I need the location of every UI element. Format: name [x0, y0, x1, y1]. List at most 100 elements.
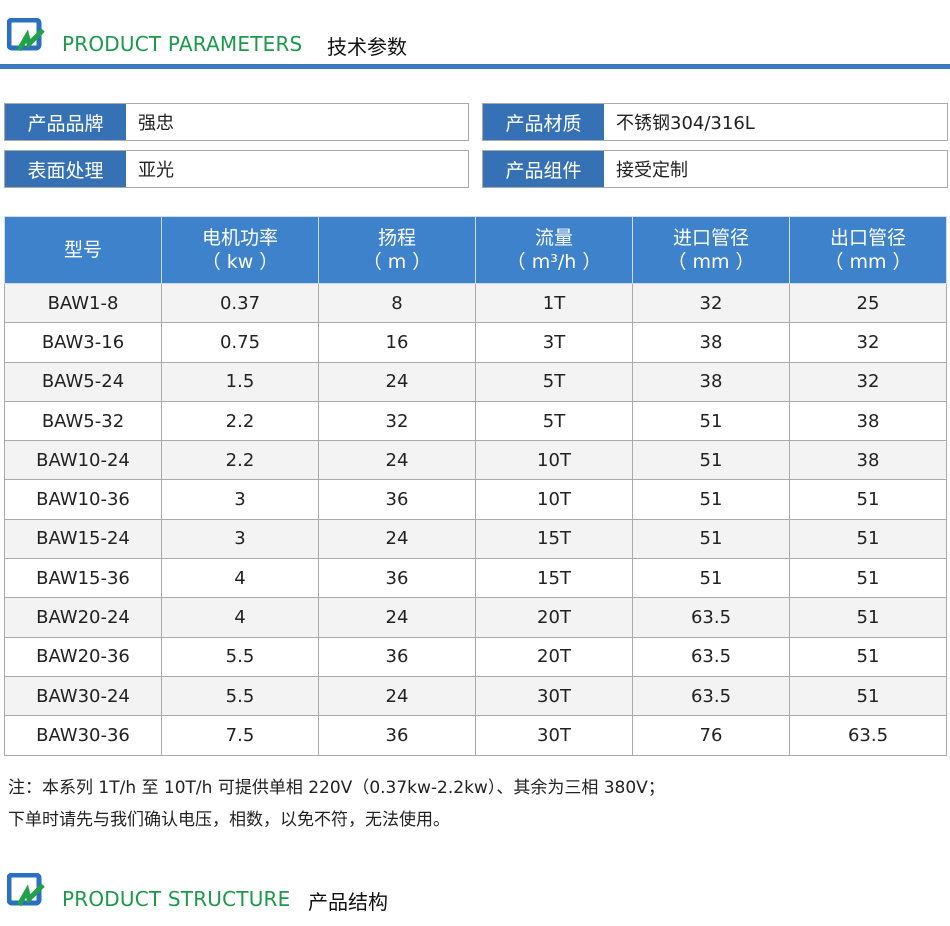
table-cell: 4 [161, 558, 319, 599]
table-row: BAW15-24 3 24 15T 51 51 [4, 518, 947, 560]
header-text: 电机功率 [201, 227, 278, 249]
info-value: 强忠 [138, 113, 174, 134]
info-label: 产品品牌 [5, 104, 126, 140]
table-cell: 36 [318, 636, 476, 677]
header-text: 进口管径 [672, 227, 749, 249]
table-cell: 7.5 [161, 715, 319, 756]
table-cell: BAW15-36 [4, 558, 162, 599]
table-cell: 20T [475, 636, 633, 677]
table-cell: 32 [318, 400, 476, 442]
table-cell: 36 [318, 558, 476, 599]
table-cell: 51 [632, 400, 790, 442]
table-cell: BAW5-24 [4, 361, 162, 402]
table-cell: BAW20-24 [4, 597, 162, 638]
table-cell: 30T [475, 675, 633, 717]
table-cell: 51 [789, 597, 947, 638]
table-cell: 51 [632, 440, 790, 481]
table-cell: 63.5 [632, 636, 790, 677]
header-text: 出口管径 [829, 227, 906, 249]
table-cell: 15T [475, 558, 633, 599]
section-title-en: PRODUCT PARAMETERS [62, 32, 303, 56]
table-cell: 51 [789, 636, 947, 677]
column-header: 扬程（ m ） [318, 216, 476, 284]
table-cell: 4 [161, 597, 319, 638]
table-cell: 51 [632, 518, 790, 560]
table-cell: 5.5 [161, 636, 319, 677]
table-cell: 63.5 [632, 597, 790, 638]
header-text: 扬程 [377, 227, 416, 249]
table-cell: 10T [475, 479, 633, 520]
table-cell: 38 [789, 440, 947, 481]
table-cell: BAW30-24 [4, 675, 162, 717]
section-header-structure: PRODUCT STRUCTURE 产品结构 [0, 865, 950, 925]
info-surface: 表面处理 亚光 [4, 150, 469, 188]
info-label: 产品材质 [483, 104, 604, 140]
table-cell: BAW30-36 [4, 715, 162, 756]
column-header: 出口管径（ mm ） [789, 216, 947, 284]
table-cell: 5T [475, 361, 633, 402]
table-row: BAW30-36 7.5 36 30T 76 63.5 [4, 715, 947, 756]
table-row: BAW5-24 1.5 24 5T 38 32 [4, 361, 947, 402]
table-cell: BAW3-16 [4, 322, 162, 363]
table-cell: 32 [789, 361, 947, 402]
section-title-cn: 产品结构 [308, 890, 388, 914]
column-header: 进口管径（ mm ） [632, 216, 790, 284]
info-brand: 产品品牌 强忠 [4, 103, 469, 141]
table-cell: BAW15-24 [4, 518, 162, 560]
table-cell: BAW5-32 [4, 400, 162, 442]
note-line-2: 下单时请先与我们确认电压，相数，以免不符，无法使用。 [8, 810, 450, 830]
column-header: 电机功率（ kw ） [161, 216, 319, 284]
table-cell: 24 [318, 597, 476, 638]
header-text: （ mm ） [824, 251, 912, 273]
info-value: 亚光 [138, 160, 174, 181]
table-cell: 0.75 [161, 322, 319, 363]
header-text: 流量 [534, 227, 573, 249]
table-cell: 76 [632, 715, 790, 756]
info-value: 不锈钢304/316L [616, 113, 755, 134]
table-cell: 32 [632, 282, 790, 324]
table-cell: 3 [161, 479, 319, 520]
table-cell: 3T [475, 322, 633, 363]
table-cell: 2.2 [161, 400, 319, 442]
header-text: （ kw ） [201, 251, 279, 273]
header-text: 型号 [63, 239, 102, 261]
table-cell: 30T [475, 715, 633, 756]
table-cell: 51 [632, 558, 790, 599]
logo-icon [7, 18, 45, 52]
info-value: 接受定制 [616, 160, 688, 181]
table-cell: 2.2 [161, 440, 319, 481]
info-material: 产品材质 不锈钢304/316L [482, 103, 948, 141]
table-cell: 24 [318, 675, 476, 717]
header-text: （ m³/h ） [506, 251, 602, 273]
table-cell: 51 [789, 518, 947, 560]
table-cell: 5T [475, 400, 633, 442]
table-cell: 38 [789, 400, 947, 442]
table-row: BAW5-32 2.2 32 5T 51 38 [4, 400, 947, 442]
table-cell: 1T [475, 282, 633, 324]
spec-table: 型号 电机功率（ kw ）扬程（ m ）流量（ m³/h ）进口管径（ mm ）出… [4, 216, 947, 756]
table-cell: 1.5 [161, 361, 319, 402]
table-row: BAW15-36 4 36 15T 51 51 [4, 558, 947, 599]
info-label: 产品组件 [483, 151, 604, 187]
note-line-1: 注：本系列 1T/h 至 10T/h 可提供单相 220V（0.37kw-2.2… [8, 778, 665, 798]
table-cell: BAW10-24 [4, 440, 162, 481]
divider [0, 64, 950, 69]
info-component: 产品组件 接受定制 [482, 150, 948, 188]
table-cell: 25 [789, 282, 947, 324]
table-cell: 36 [318, 479, 476, 520]
table-row: BAW10-24 2.2 24 10T 51 38 [4, 440, 947, 481]
table-cell: 8 [318, 282, 476, 324]
table-cell: 36 [318, 715, 476, 756]
section-title-en: PRODUCT STRUCTURE [62, 887, 291, 911]
table-row: BAW20-24 4 24 20T 63.5 51 [4, 597, 947, 638]
table-cell: 3 [161, 518, 319, 560]
info-label: 表面处理 [5, 151, 126, 187]
table-cell: 24 [318, 440, 476, 481]
table-cell: 51 [632, 479, 790, 520]
table-row: BAW20-36 5.5 36 20T 63.5 51 [4, 636, 947, 677]
table-cell: 51 [789, 675, 947, 717]
table-cell: 24 [318, 361, 476, 402]
table-cell: 51 [789, 479, 947, 520]
table-cell: 38 [632, 322, 790, 363]
section-header-parameters: PRODUCT PARAMETERS 技术参数 [0, 10, 950, 70]
